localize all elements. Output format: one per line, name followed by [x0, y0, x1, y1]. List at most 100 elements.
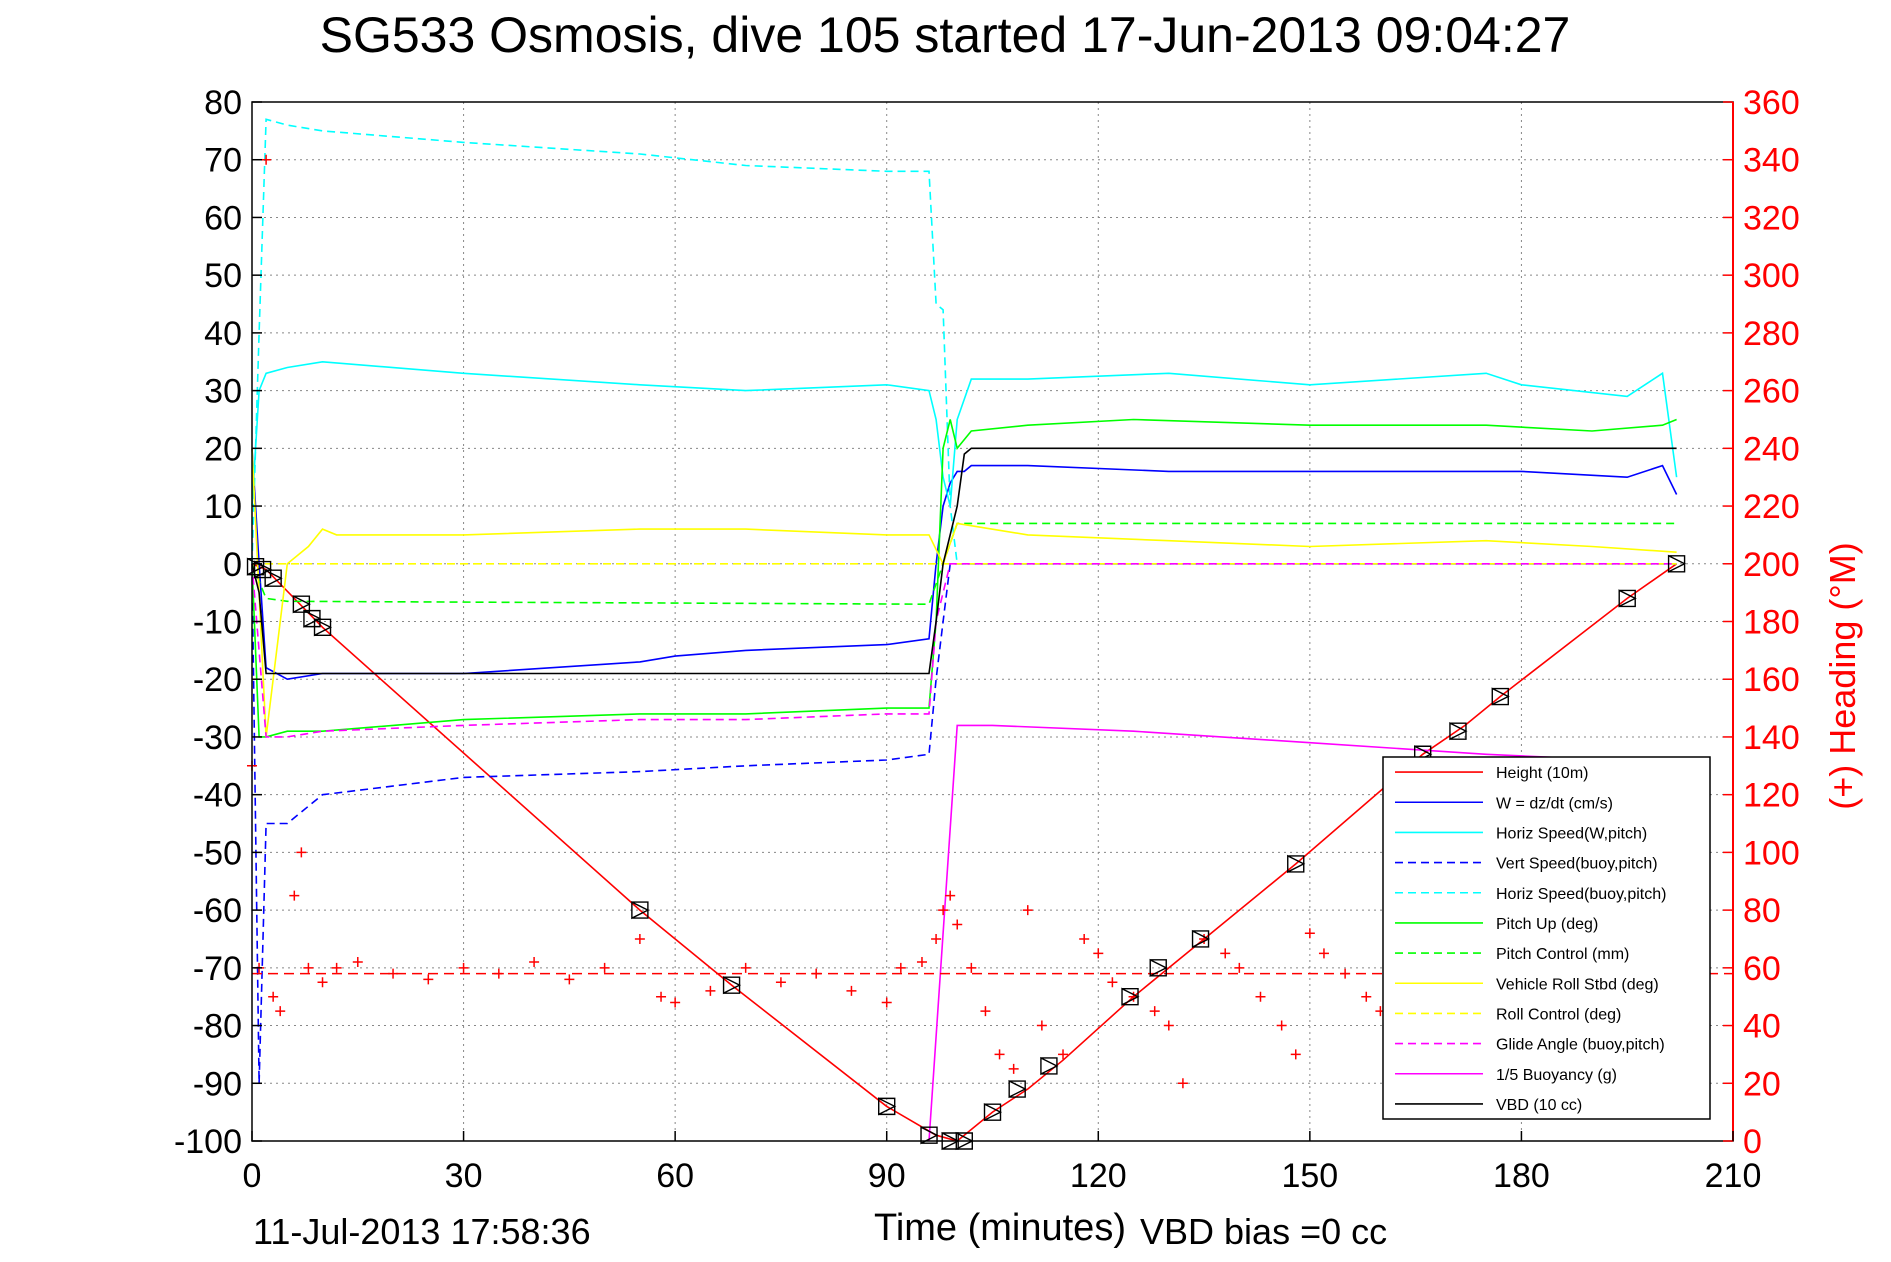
marker-point	[878, 1097, 897, 1116]
right-tick-label: 0	[1743, 1123, 1762, 1161]
legend-label-3: Vert Speed(buoy,pitch)	[1496, 856, 1658, 873]
y-tick-label: -70	[193, 950, 242, 988]
heading-point	[275, 1006, 286, 1017]
right-tick-label: 20	[1743, 1065, 1781, 1103]
footer-vbd-bias: VBD bias =0 cc	[1140, 1211, 1387, 1252]
heading-point	[994, 1049, 1005, 1060]
heading-point	[634, 933, 645, 944]
y-tick-label: -10	[193, 604, 242, 642]
marker-point	[631, 900, 650, 920]
x-tick-label: 30	[445, 1157, 483, 1195]
footer-timestamp: 11-Jul-2013 17:58:36	[253, 1211, 591, 1252]
heading-point	[493, 968, 504, 979]
series-line-4	[251, 118, 1677, 565]
heading-point	[261, 154, 272, 165]
marker-point	[303, 609, 322, 628]
x-axis-label: Time (minutes)	[874, 1207, 1126, 1249]
heading-point	[1234, 962, 1245, 973]
marker-point	[264, 569, 283, 588]
series-line-2	[251, 360, 1678, 507]
heading-point	[1304, 928, 1315, 939]
marker-point	[1449, 722, 1468, 741]
x-tick-label: 90	[868, 1157, 906, 1195]
heading-point	[296, 847, 307, 858]
heading-point	[945, 890, 956, 901]
heading-point	[529, 957, 540, 968]
y-tick-label: -100	[174, 1123, 242, 1161]
x-tick-label: 210	[1705, 1157, 1762, 1195]
right-tick-label: 160	[1743, 661, 1800, 699]
y-tick-label: -20	[193, 661, 242, 699]
right-axis: 3603403203002802602402202001801601401201…	[1723, 84, 1800, 1161]
x-tick-label: 0	[243, 1157, 262, 1195]
heading-point	[895, 962, 906, 973]
heading-point	[1361, 991, 1372, 1002]
series-line-9	[251, 562, 1677, 738]
heading-point	[1022, 905, 1033, 916]
legend-label-2: Horiz Speed(W,pitch)	[1496, 825, 1647, 842]
series-line-3	[251, 562, 1677, 1084]
heading-point	[423, 974, 434, 985]
legend-label-1: W = dz/dt (cm/s)	[1496, 795, 1613, 812]
heading-point	[317, 977, 328, 988]
right-tick-label: 40	[1743, 1008, 1781, 1046]
marker-point	[722, 976, 742, 995]
marker-point	[1008, 1079, 1027, 1099]
heading-point	[1255, 991, 1266, 1002]
marker-point	[292, 595, 311, 614]
y-tick-label: -60	[193, 892, 242, 930]
right-tick-label: 260	[1743, 373, 1800, 411]
heading-point	[1340, 968, 1351, 979]
heading-point	[705, 985, 716, 996]
heading-point	[931, 933, 942, 944]
heading-point	[1058, 1049, 1069, 1060]
marker-point	[1667, 554, 1687, 573]
heading-point	[303, 962, 314, 973]
heading-point	[1220, 948, 1231, 959]
x-tick-label: 60	[656, 1157, 694, 1195]
heading-point	[656, 991, 667, 1002]
y-tick-label: 60	[204, 199, 242, 237]
heading-point	[1149, 1006, 1160, 1017]
x-tick-label: 150	[1281, 1157, 1338, 1195]
legend-label-4: Horiz Speed(buoy,pitch)	[1496, 886, 1666, 903]
right-tick-label: 120	[1743, 777, 1800, 815]
heading-point	[1107, 977, 1118, 988]
heading-point	[1093, 948, 1104, 959]
marker-point	[1618, 589, 1637, 608]
y-tick-label: 40	[204, 315, 242, 353]
y-tick-label: 10	[204, 488, 242, 526]
series-line-10	[928, 724, 1614, 1142]
marker-point	[313, 618, 333, 637]
right-tick-label: 240	[1743, 430, 1800, 468]
heading-point	[1036, 1020, 1047, 1031]
x-axis: 0 30 60 90 120 150 180 210	[243, 1131, 1762, 1195]
y-tick-label: -80	[193, 1008, 242, 1046]
y-tick-label: -50	[193, 834, 242, 872]
marker-point	[920, 1126, 939, 1145]
marker-point	[983, 1103, 1003, 1122]
heading-point	[1177, 1078, 1188, 1089]
y-tick-label: -90	[193, 1065, 242, 1103]
heading-point	[268, 991, 279, 1002]
right-tick-label: 220	[1743, 488, 1800, 526]
series-line-7	[251, 448, 1677, 737]
heading-point	[916, 957, 927, 968]
heading-point	[352, 957, 363, 968]
legend-label-8: Roll Control (deg)	[1496, 1006, 1621, 1023]
y-tick-label: 70	[204, 142, 242, 180]
right-tick-label: 300	[1743, 257, 1800, 295]
heading-point	[740, 962, 751, 973]
heading-point	[458, 962, 469, 973]
legend-label-9: Glide Angle (buoy,pitch)	[1496, 1037, 1665, 1054]
heading-point	[388, 968, 399, 979]
right-tick-label: 360	[1743, 84, 1800, 122]
marker-point	[1040, 1056, 1059, 1076]
legend-box	[1382, 756, 1711, 1120]
marker-point	[1149, 958, 1168, 977]
right-tick-label: 80	[1743, 892, 1781, 930]
right-axis-label: (+) Heading (°M)	[1822, 542, 1863, 809]
heading-point	[966, 962, 977, 973]
chart-title: SG533 Osmosis, dive 105 started 17-Jun-2…	[320, 7, 1571, 63]
marker-point	[1191, 929, 1211, 949]
